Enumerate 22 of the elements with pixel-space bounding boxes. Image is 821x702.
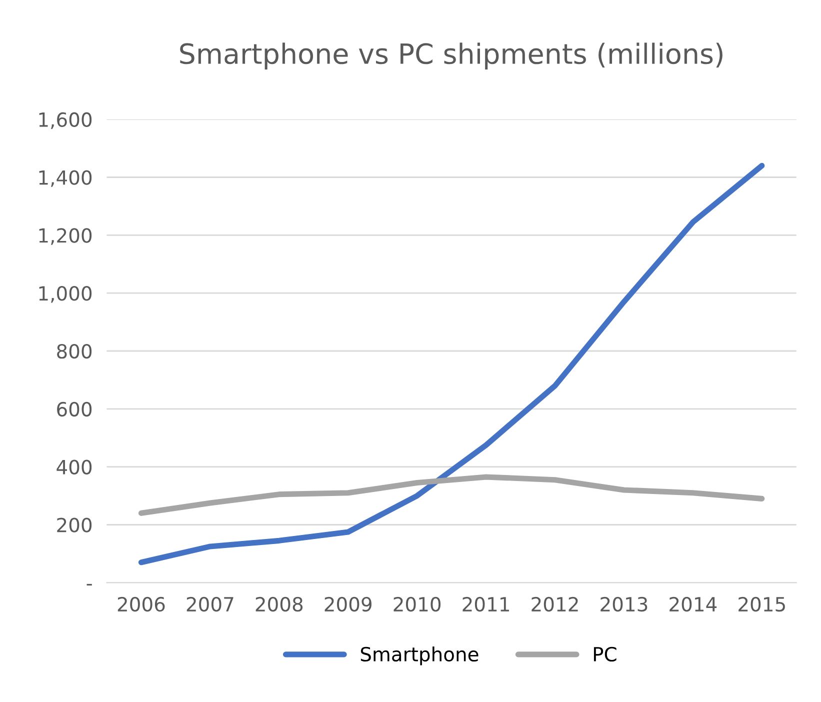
y-tick-label: 1,200: [39, 228, 92, 245]
legend-label: Smartphone: [360, 646, 478, 666]
x-tick-label: 2008: [256, 596, 303, 612]
x-tick-label: 2015: [738, 596, 785, 612]
y-tick-label: 200: [57, 518, 92, 532]
x-tick-label: 2011: [462, 596, 509, 612]
x-tick-label: 2009: [324, 596, 372, 612]
y-tick-label: 1,000: [39, 286, 92, 303]
chart-title: Smartphone vs PC shipments (millions): [180, 42, 722, 70]
legend-label: PC: [594, 646, 616, 662]
y-tick-label: 400: [56, 460, 92, 474]
y-tick-label: 600: [57, 402, 92, 417]
x-tick-label: 2010: [394, 596, 441, 612]
x-tick-label: 2007: [186, 596, 234, 612]
y-tick-label: 1,400: [39, 170, 92, 187]
x-tick-label: 2014: [670, 596, 717, 612]
y-tick-label: -: [86, 584, 92, 586]
x-tick-label: 2012: [532, 596, 578, 612]
x-tick-label: 2013: [600, 596, 648, 612]
x-tick-label: 2006: [118, 596, 165, 612]
y-tick-label: 800: [57, 344, 92, 359]
y-tick-label: 1,600: [39, 112, 92, 129]
